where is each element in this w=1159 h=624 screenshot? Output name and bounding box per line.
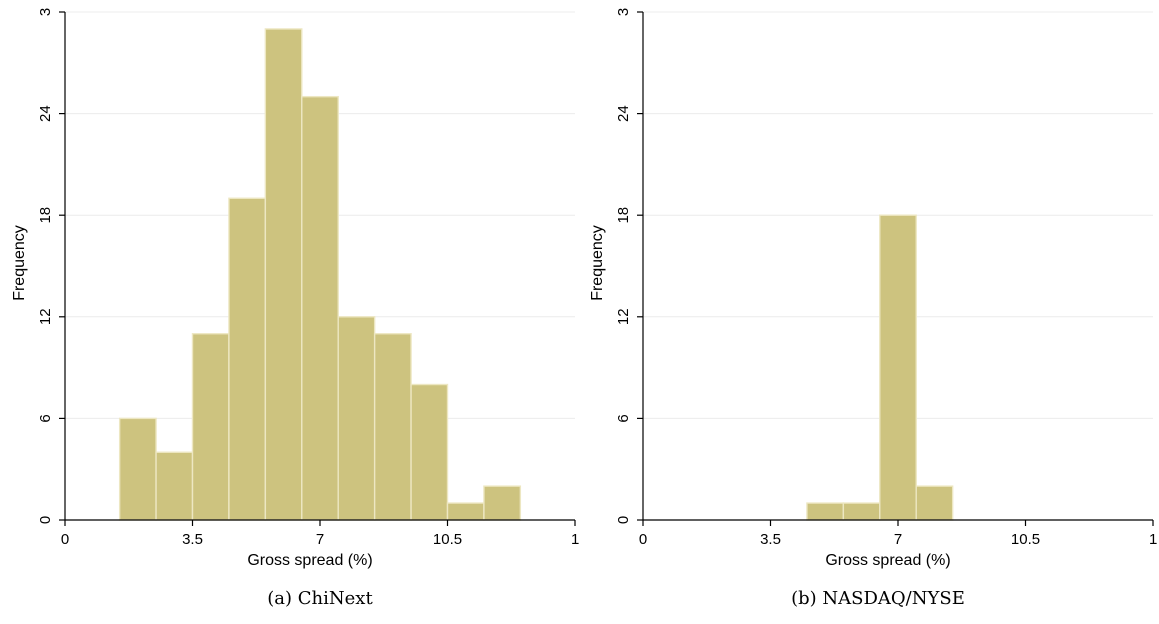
x-axis-label: Gross spread (%) bbox=[825, 552, 950, 569]
histogram-bar bbox=[191, 333, 230, 521]
y-tick-label: 12 bbox=[615, 308, 632, 325]
histogram-bar bbox=[373, 333, 412, 521]
histogram-bar bbox=[446, 502, 485, 521]
chart-panel-b: 0 6 12 18 24 3 0 3.5 7 10.5 1 Gross spread (%) Frequ… bbox=[578, 0, 1159, 580]
x-tick-label: 10.5 bbox=[1011, 531, 1040, 548]
histogram-bar bbox=[915, 485, 954, 521]
y-tick-label: 6 bbox=[615, 414, 632, 422]
y-tick-label: 18 bbox=[37, 207, 54, 224]
x-tick-label: 10.5 bbox=[433, 531, 462, 548]
y-tick-label: 12 bbox=[37, 308, 54, 325]
y-tick-label: 3 bbox=[615, 8, 632, 16]
y-tick-label: 24 bbox=[615, 105, 632, 122]
caption-nasdaq-nyse: (b) NASDAQ/NYSE bbox=[791, 588, 965, 609]
y-tick-label: 0 bbox=[37, 516, 54, 524]
y-axis-label: Frequency bbox=[589, 225, 606, 301]
x-tick-label: 3.5 bbox=[760, 531, 781, 548]
x-axis-label: Gross spread (%) bbox=[247, 552, 372, 569]
chart-panel-a: 0 6 12 18 24 3 0 3.5 7 10.5 1 Gross spread (%) Frequ… bbox=[0, 0, 580, 580]
y-axis-label: Frequency bbox=[11, 225, 28, 301]
y-tick-label: 24 bbox=[37, 105, 54, 122]
y-tick-label: 3 bbox=[37, 8, 54, 16]
y-tick-label: 18 bbox=[615, 207, 632, 224]
x-tick-label: 3.5 bbox=[182, 531, 203, 548]
x-tick-label: 1 bbox=[1149, 531, 1157, 548]
histogram-bar bbox=[483, 485, 522, 521]
caption-chinext: (a) ChiNext bbox=[267, 588, 373, 609]
x-tick-label: 7 bbox=[316, 531, 324, 548]
histogram-bar bbox=[155, 451, 194, 521]
histogram-bar bbox=[842, 502, 881, 521]
histogram-bar bbox=[410, 383, 449, 521]
histogram-bar bbox=[879, 214, 917, 521]
x-tick-label: 0 bbox=[639, 531, 647, 548]
x-tick-label: 7 bbox=[894, 531, 902, 548]
histogram-bar bbox=[301, 95, 339, 521]
histogram-bar bbox=[337, 316, 376, 521]
histogram-bar bbox=[228, 197, 267, 521]
histogram-bar bbox=[264, 28, 303, 521]
y-tick-label: 6 bbox=[37, 414, 54, 422]
y-tick-label: 0 bbox=[615, 516, 632, 524]
x-tick-label: 0 bbox=[61, 531, 69, 548]
x-tick-label: 1 bbox=[571, 531, 579, 548]
histogram-bar bbox=[806, 502, 845, 521]
histogram-bar bbox=[118, 417, 157, 521]
